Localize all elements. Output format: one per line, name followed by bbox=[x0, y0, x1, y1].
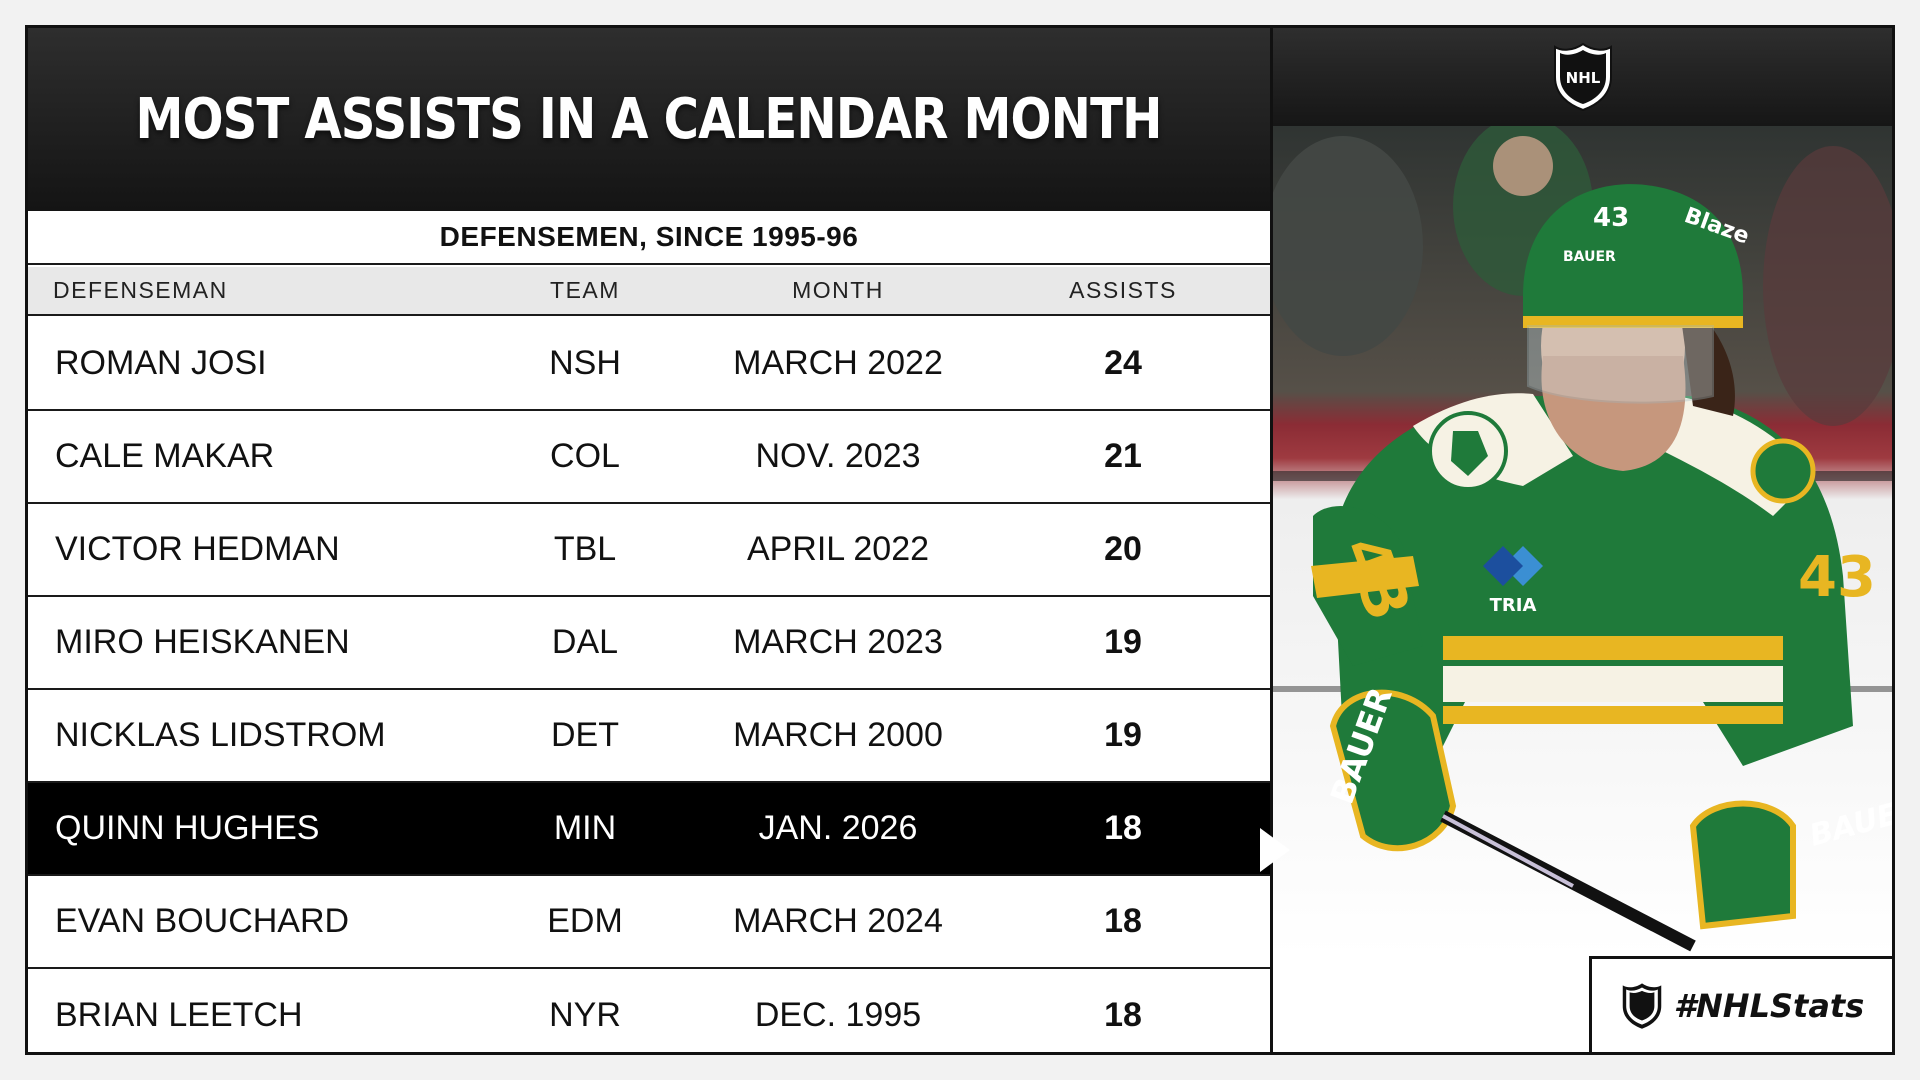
title-bar: MOST ASSISTS IN A CALENDAR MONTH bbox=[28, 28, 1270, 211]
nhl-logo-text: NHL bbox=[1565, 69, 1600, 87]
player-name: CALE MAKAR bbox=[55, 437, 275, 475]
player-name: NICKLAS LIDSTROM bbox=[55, 716, 386, 754]
stats-table-panel: MOST ASSISTS IN A CALENDAR MONTH DEFENSE… bbox=[28, 28, 1270, 1052]
player-name: MIRO HEISKANEN bbox=[55, 623, 350, 661]
assists-value: 19 bbox=[1104, 716, 1142, 754]
player-photo: 43 43 TRIA 43 Blaze BAUER bbox=[1273, 126, 1892, 956]
column-header-defenseman: DEFENSEMAN bbox=[53, 277, 228, 303]
column-header-month: MONTH bbox=[792, 277, 884, 303]
team-code: NYR bbox=[549, 996, 621, 1034]
helmet-number: 43 bbox=[1593, 203, 1629, 233]
assists-value: 18 bbox=[1104, 809, 1142, 847]
highlight-pointer-icon bbox=[1260, 828, 1290, 872]
sleeve-number-right: 43 bbox=[1798, 545, 1876, 610]
table-header: DEFENSEMAN TEAM MONTH ASSISTS bbox=[28, 267, 1270, 316]
sponsor-text: TRIA bbox=[1490, 595, 1537, 616]
month-value: MARCH 2022 bbox=[733, 344, 943, 382]
player-name: QUINN HUGHES bbox=[55, 809, 320, 847]
player-illustration: 43 43 TRIA 43 Blaze BAUER bbox=[1273, 126, 1892, 956]
table-row: NICKLAS LIDSTROM DET MARCH 2000 19 bbox=[28, 690, 1270, 783]
player-name: VICTOR HEDMAN bbox=[55, 530, 340, 568]
team-code: DAL bbox=[551, 623, 619, 661]
nhl-shield-small-icon bbox=[1622, 982, 1661, 1029]
table-row: VICTOR HEDMAN TBL APRIL 2022 20 bbox=[28, 504, 1270, 597]
assists-value: 20 bbox=[1104, 530, 1142, 568]
team-code: TBL bbox=[553, 530, 617, 568]
subtitle: DEFENSEMEN, SINCE 1995-96 bbox=[439, 221, 859, 252]
team-code: MIN bbox=[553, 809, 617, 847]
graphic-frame: MOST ASSISTS IN A CALENDAR MONTH DEFENSE… bbox=[25, 25, 1895, 1055]
month-value: MARCH 2000 bbox=[733, 716, 943, 754]
month-value: MARCH 2024 bbox=[733, 902, 943, 940]
nhl-shield-icon: NHL bbox=[1553, 42, 1612, 112]
table-row-highlighted: QUINN HUGHES MIN JAN. 2026 18 bbox=[28, 783, 1270, 876]
assists-value: 19 bbox=[1104, 623, 1142, 661]
subtitle-bar: DEFENSEMEN, SINCE 1995-96 bbox=[28, 211, 1270, 265]
player-photo-panel: NHL bbox=[1270, 28, 1892, 1052]
team-code: COL bbox=[550, 437, 620, 475]
table-row: MIRO HEISKANEN DAL MARCH 2023 19 bbox=[28, 597, 1270, 690]
table-row: EVAN BOUCHARD EDM MARCH 2024 18 bbox=[28, 876, 1270, 969]
team-code: NSH bbox=[549, 344, 621, 382]
month-value: APRIL 2022 bbox=[746, 530, 930, 568]
team-code: EDM bbox=[547, 902, 623, 940]
assists-value: 24 bbox=[1104, 344, 1142, 382]
table-row: ROMAN JOSI NSH MARCH 2022 24 bbox=[28, 318, 1270, 411]
column-header-team: TEAM bbox=[550, 277, 620, 303]
player-name: ROMAN JOSI bbox=[55, 344, 267, 382]
player-name: BRIAN LEETCH bbox=[55, 996, 303, 1034]
table-body: ROMAN JOSI NSH MARCH 2022 24 CALE MAKAR … bbox=[28, 318, 1270, 1052]
page-title: MOST ASSISTS IN A CALENDAR MONTH bbox=[135, 87, 1163, 152]
month-value: JAN. 2026 bbox=[758, 809, 918, 847]
table-row: CALE MAKAR COL NOV. 2023 21 bbox=[28, 411, 1270, 504]
helmet-brand-text: BAUER bbox=[1563, 249, 1616, 265]
hashtag-badge: #NHLStats bbox=[1589, 956, 1892, 1052]
month-value: MARCH 2023 bbox=[733, 623, 943, 661]
hashtag-text: #NHLStats bbox=[1673, 986, 1865, 1025]
team-code: DET bbox=[551, 716, 619, 754]
logo-bar: NHL bbox=[1273, 28, 1892, 126]
column-header-assists: ASSISTS bbox=[1069, 277, 1177, 303]
table-row: BRIAN LEETCH NYR DEC. 1995 18 bbox=[28, 969, 1270, 1052]
tria-patch-icon: TRIA bbox=[1483, 546, 1543, 616]
month-value: NOV. 2023 bbox=[755, 437, 921, 475]
assists-value: 18 bbox=[1104, 902, 1142, 940]
assists-value: 18 bbox=[1104, 996, 1142, 1034]
player-name: EVAN BOUCHARD bbox=[55, 902, 350, 940]
assists-value: 21 bbox=[1104, 437, 1142, 475]
month-value: DEC. 1995 bbox=[754, 996, 922, 1034]
